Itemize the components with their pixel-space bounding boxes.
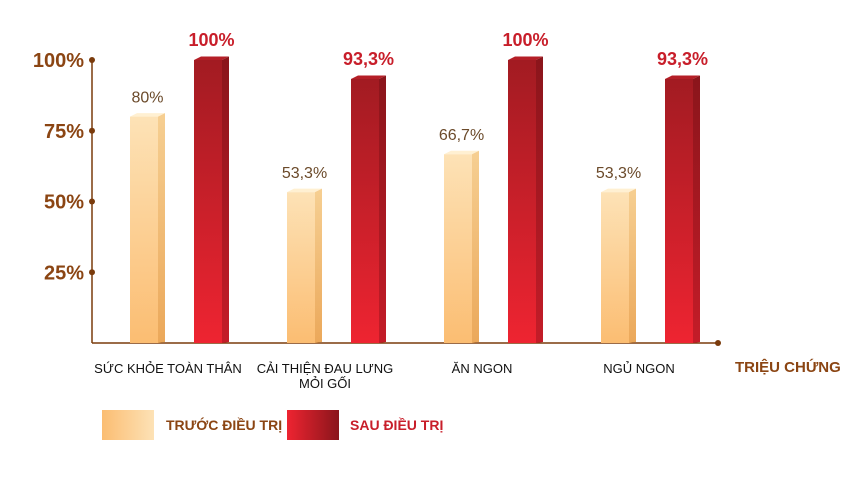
bar-before bbox=[444, 150, 479, 343]
y-tick-dot bbox=[89, 57, 95, 63]
y-tick-label: 25% bbox=[44, 262, 84, 284]
legend-swatch-before bbox=[102, 410, 154, 440]
legend-label-after: SAU ĐIỀU TRỊ bbox=[350, 417, 443, 433]
bar-side-face bbox=[629, 188, 636, 343]
value-label-before: 66,7% bbox=[439, 127, 484, 144]
category-label: NGỦ NGON bbox=[603, 361, 675, 376]
x-axis-title: TRIỆU CHỨNG bbox=[735, 358, 841, 376]
legend-swatch-after bbox=[287, 410, 339, 440]
bar-side-face bbox=[315, 188, 322, 343]
bar-top-face bbox=[351, 75, 386, 79]
x-axis-end-dot bbox=[715, 340, 721, 346]
bar-before bbox=[601, 188, 636, 343]
bar-front-face bbox=[508, 60, 536, 343]
bars bbox=[130, 56, 700, 343]
bar-side-face bbox=[693, 75, 700, 343]
legend-label-before: TRƯỚC ĐIỀU TRỊ bbox=[166, 416, 282, 433]
bar-before bbox=[287, 188, 322, 343]
y-tick-label: 50% bbox=[44, 192, 84, 214]
y-tick-dot bbox=[89, 127, 95, 134]
y-tick-dot bbox=[89, 198, 95, 205]
bar-top-face bbox=[444, 150, 479, 155]
category-label: CẢI THIỆN ĐAU LƯNG bbox=[257, 361, 394, 376]
bar-side-face bbox=[222, 56, 229, 343]
bar-after bbox=[194, 56, 229, 343]
bar-after bbox=[665, 75, 700, 343]
category-label: ĂN NGON bbox=[452, 361, 513, 376]
y-tick-dot bbox=[89, 269, 95, 276]
value-label-before: 80% bbox=[131, 90, 163, 107]
bar-top-face bbox=[287, 188, 322, 193]
bar-side-face bbox=[379, 75, 386, 343]
bar-top-face bbox=[194, 56, 229, 60]
bar-before bbox=[130, 113, 165, 343]
legend: TRƯỚC ĐIỀU TRỊ SAU ĐIỀU TRỊ bbox=[102, 410, 443, 440]
bar-top-face bbox=[601, 188, 636, 193]
axes: 25% 50% 75% 100% SỨC KHỎE TOÀN THÂN CẢI THIỆN… bbox=[33, 50, 721, 391]
bar-top-face bbox=[665, 75, 700, 79]
bar-side-face bbox=[158, 113, 165, 343]
value-label-after: 100% bbox=[188, 30, 234, 50]
bar-after bbox=[351, 75, 386, 343]
y-tick-label: 100% bbox=[33, 50, 84, 72]
bar-top-face bbox=[130, 113, 165, 117]
y-tick-label: 75% bbox=[44, 121, 84, 143]
bar-front-face bbox=[130, 116, 158, 343]
bar-front-face bbox=[444, 154, 472, 343]
bar-front-face bbox=[194, 60, 222, 343]
bar-top-face bbox=[508, 56, 543, 60]
category-label: MỎI GỐI bbox=[299, 376, 351, 391]
bar-side-face bbox=[536, 56, 543, 343]
value-label-before: 53,3% bbox=[282, 165, 327, 182]
bar-after bbox=[508, 56, 543, 343]
bar-side-face bbox=[472, 150, 479, 343]
category-label: SỨC KHỎE TOÀN THÂN bbox=[94, 361, 242, 376]
bar-front-face bbox=[665, 78, 693, 343]
value-label-after: 93,3% bbox=[657, 49, 708, 69]
value-label-after: 100% bbox=[502, 30, 548, 50]
value-label-before: 53,3% bbox=[596, 165, 641, 182]
bar-front-face bbox=[351, 78, 379, 343]
value-labels: 80% 100% 53,3% 93,3% 66,7% 100% 53,3% 93,3% bbox=[131, 30, 708, 182]
bar-front-face bbox=[287, 192, 315, 343]
value-label-after: 93,3% bbox=[343, 49, 394, 69]
bar-front-face bbox=[601, 192, 629, 343]
